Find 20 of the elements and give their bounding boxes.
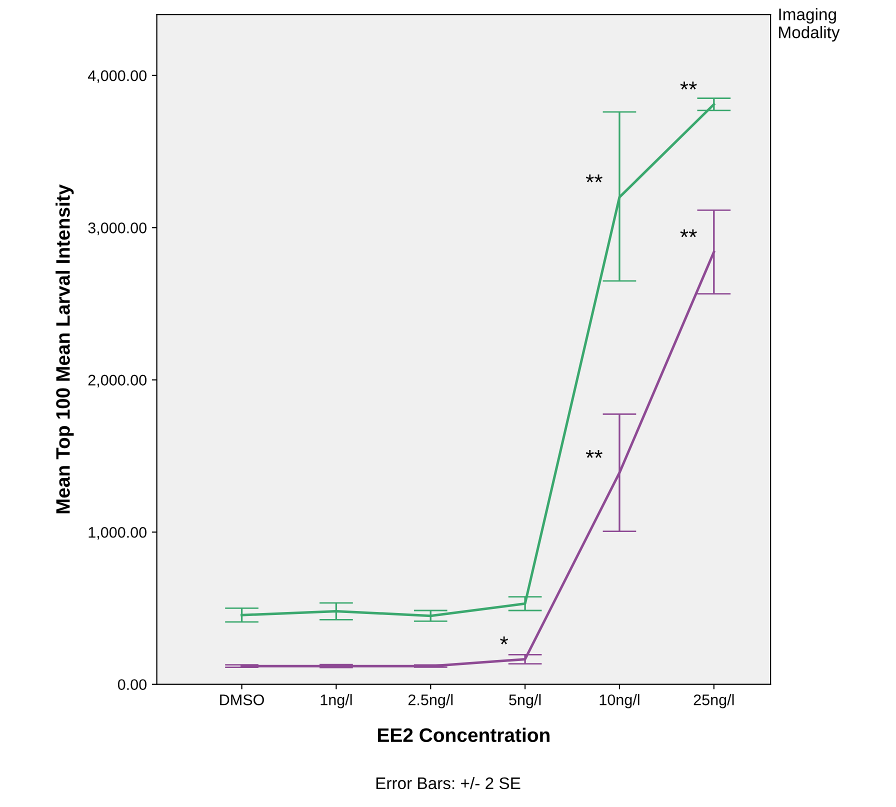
x-tick-label: 5ng/l: [509, 694, 541, 708]
annotation: **: [586, 450, 602, 458]
x-tick-label: 2.5ng/l: [408, 694, 453, 708]
legend-title: Imaging Modality: [779, 8, 840, 42]
y-tick-label: 3,000.00: [88, 222, 146, 236]
x-tick-label: DMSO: [220, 694, 264, 706]
x-tick-label: 10ng/l: [600, 694, 640, 708]
annotation: **: [680, 82, 697, 90]
y-axis-title: Mean Top 100 Mean Larval Intensity: [56, 184, 74, 514]
x-axis-title: EE2 Concentration: [378, 728, 550, 742]
y-tick-label: 2,000.00: [88, 374, 146, 388]
text: Error Bars: +/- 2 SE: [376, 776, 520, 790]
annotation: **: [680, 229, 697, 238]
x-tick-label: 25ng/l: [694, 694, 734, 708]
x-tick-label: 1ng/l: [320, 694, 352, 708]
y-tick-label: 1,000.00: [88, 526, 146, 540]
annotation: *: [500, 636, 508, 644]
y-tick-label: 4,000.00: [88, 70, 146, 83]
annotation: **: [586, 174, 602, 182]
y-tick-label: 0.00: [118, 679, 146, 690]
